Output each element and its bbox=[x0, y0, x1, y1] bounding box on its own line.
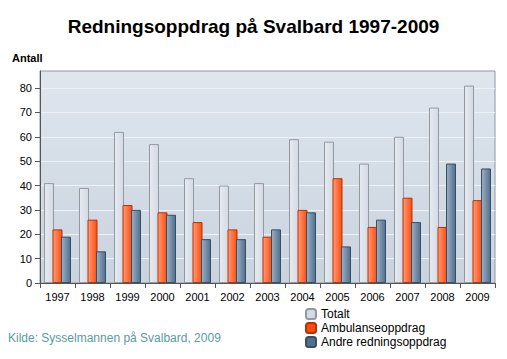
svg-text:20: 20 bbox=[20, 228, 32, 240]
svg-text:2009: 2009 bbox=[465, 291, 489, 303]
svg-text:1998: 1998 bbox=[80, 291, 104, 303]
svg-text:2006: 2006 bbox=[360, 291, 384, 303]
svg-text:40: 40 bbox=[20, 180, 32, 192]
svg-text:2008: 2008 bbox=[430, 291, 454, 303]
svg-text:70: 70 bbox=[20, 106, 32, 118]
svg-text:80: 80 bbox=[20, 82, 32, 94]
svg-text:2003: 2003 bbox=[255, 291, 279, 303]
svg-text:2000: 2000 bbox=[150, 291, 174, 303]
svg-text:2007: 2007 bbox=[395, 291, 419, 303]
svg-text:Redningsoppdrag på Svalbard 19: Redningsoppdrag på Svalbard 1997-2009 bbox=[68, 16, 440, 37]
svg-text:Antall: Antall bbox=[12, 52, 43, 64]
svg-text:1997: 1997 bbox=[45, 291, 69, 303]
svg-text:Totalt: Totalt bbox=[321, 307, 350, 321]
svg-text:2005: 2005 bbox=[325, 291, 349, 303]
svg-text:2001: 2001 bbox=[185, 291, 209, 303]
svg-text:0: 0 bbox=[26, 277, 32, 289]
svg-text:1999: 1999 bbox=[115, 291, 139, 303]
svg-text:2004: 2004 bbox=[290, 291, 314, 303]
svg-text:Ambulanseoppdrag: Ambulanseoppdrag bbox=[321, 321, 425, 335]
svg-text:10: 10 bbox=[20, 253, 32, 265]
svg-text:2002: 2002 bbox=[220, 291, 244, 303]
svg-text:60: 60 bbox=[20, 131, 32, 143]
svg-text:50: 50 bbox=[20, 155, 32, 167]
svg-text:Kilde: Sysselmannen på Svalbar: Kilde: Sysselmannen på Svalbard, 2009 bbox=[8, 331, 221, 345]
svg-text:30: 30 bbox=[20, 204, 32, 216]
svg-text:Andre redningsoppdrag: Andre redningsoppdrag bbox=[321, 335, 446, 349]
